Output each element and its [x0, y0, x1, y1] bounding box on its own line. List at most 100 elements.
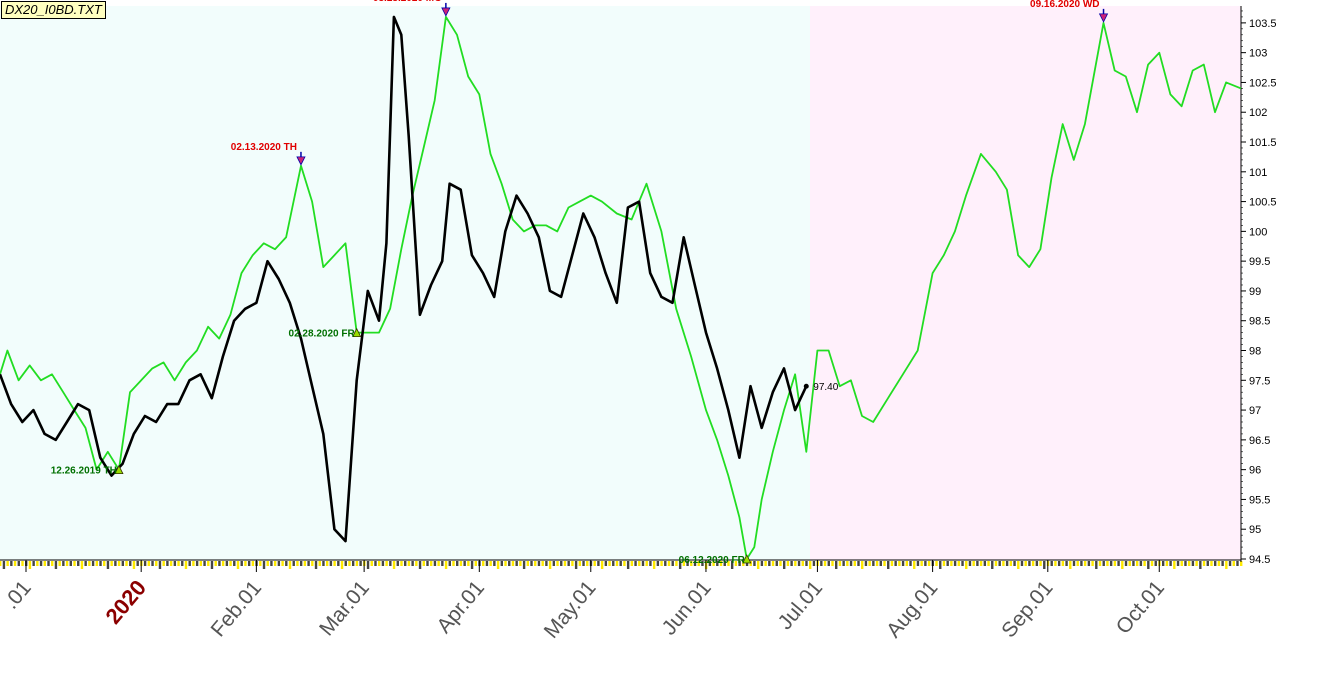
day-tick [1184, 561, 1187, 566]
day-tick [463, 561, 466, 566]
x-month-label: Mar.01 [315, 576, 374, 640]
day-tick [229, 561, 232, 566]
day-tick [251, 561, 255, 566]
day-tick [407, 561, 411, 566]
day-tick [909, 561, 912, 566]
day-tick [132, 561, 136, 569]
day-tick [1017, 561, 1020, 569]
day-tick [266, 561, 269, 566]
day-tick [1106, 561, 1109, 566]
day-tick [121, 561, 125, 566]
day-tick [682, 561, 686, 566]
day-tick [723, 561, 726, 566]
day-tick [968, 561, 972, 566]
day-tick [54, 561, 58, 569]
day-tick [630, 561, 634, 566]
peak-marker-icon [1098, 13, 1109, 23]
day-tick [1009, 561, 1013, 566]
y-tick-label: 102 [1249, 107, 1267, 119]
day-tick [247, 561, 251, 566]
day-tick [1199, 561, 1202, 569]
day-tick [771, 561, 775, 566]
day-tick [396, 561, 399, 566]
day-tick [760, 561, 764, 566]
day-tick [563, 561, 567, 566]
day-tick [901, 561, 905, 566]
day-tick [883, 561, 886, 566]
day-tick [756, 561, 760, 569]
day-tick [151, 561, 154, 566]
day-tick [913, 561, 916, 569]
day-tick [626, 561, 630, 569]
day-tick [459, 561, 463, 566]
day-tick [820, 561, 823, 566]
day-tick [456, 561, 459, 566]
day-tick [299, 561, 303, 566]
day-tick [545, 561, 548, 566]
day-tick [660, 561, 663, 566]
day-tick [452, 561, 455, 566]
day-tick [1173, 561, 1176, 569]
y-tick-label: 99 [1249, 286, 1261, 298]
day-tick [1035, 561, 1039, 566]
day-tick [887, 561, 890, 569]
day-tick [47, 561, 50, 566]
day-tick [1039, 561, 1042, 566]
day-tick [1098, 561, 1102, 566]
day-tick [441, 561, 444, 566]
day-tick [43, 561, 46, 566]
day-tick [69, 561, 72, 566]
day-tick [307, 561, 310, 566]
day-tick [578, 561, 582, 566]
day-tick [1072, 561, 1076, 566]
day-tick [942, 561, 946, 566]
day-tick [474, 561, 477, 566]
day-tick [355, 561, 359, 566]
day-tick [1054, 561, 1057, 566]
day-tick [749, 561, 752, 566]
y-tick-label: 98.5 [1249, 316, 1270, 328]
day-tick [690, 561, 693, 566]
day-tick [638, 561, 641, 566]
x-axis: .01 2020 Feb.01 Mar.01 Apr.01 May.01 Jun.01 Jul… [0, 560, 1169, 643]
day-tick [13, 561, 17, 566]
day-tick [437, 561, 440, 566]
day-tick [508, 561, 511, 566]
day-tick [667, 561, 671, 566]
day-tick [21, 561, 24, 566]
day-tick [768, 561, 771, 566]
day-tick [742, 561, 745, 566]
day-tick [1210, 561, 1213, 566]
day-tick [827, 561, 830, 566]
day-tick [1095, 561, 1098, 569]
day-tick [1061, 561, 1065, 566]
day-tick [987, 561, 990, 566]
x-month-label: Jun.01 [658, 576, 716, 639]
y-tick-label: 94.5 [1249, 554, 1270, 566]
day-tick [444, 561, 448, 569]
peak-marker-icon [296, 156, 306, 166]
day-tick [1080, 561, 1083, 566]
day-tick [348, 561, 351, 566]
y-tick-label: 97 [1249, 405, 1261, 417]
day-tick [195, 561, 199, 566]
peak-label: 03.23.2020 MO [373, 0, 442, 4]
day-tick [976, 561, 979, 566]
day-tick [39, 561, 43, 566]
day-tick [181, 561, 184, 566]
day-tick [325, 561, 329, 566]
last-value-label: 97.40 [813, 382, 838, 393]
y-tick-label: 103 [1249, 48, 1267, 60]
day-tick [244, 561, 247, 566]
day-tick [730, 561, 734, 569]
day-tick [1121, 561, 1124, 569]
y-tick-label: 96 [1249, 465, 1261, 477]
day-tick [262, 561, 266, 569]
day-tick [864, 561, 868, 566]
x-month-label: Sep.01 [997, 576, 1057, 642]
day-tick [329, 561, 333, 566]
day-tick [400, 561, 403, 566]
day-tick [173, 561, 177, 566]
x-axis-ticks [0, 559, 1243, 569]
